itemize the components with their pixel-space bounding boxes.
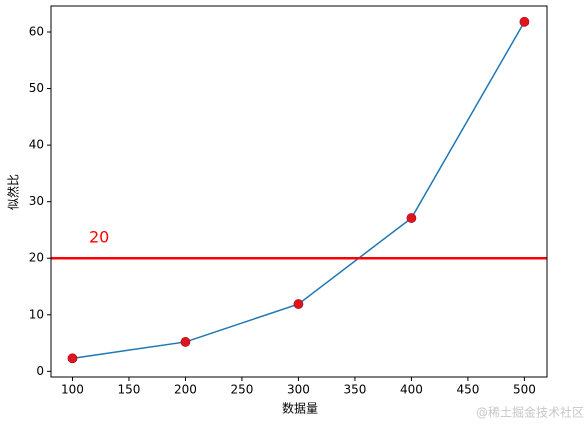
point [406, 213, 417, 223]
x-tick-label: 300 [287, 383, 310, 397]
x-tick-label: 500 [513, 383, 536, 397]
point [67, 353, 78, 364]
x-tick-label: 450 [456, 383, 479, 397]
watermark: @稀土掘金技术社区 [476, 405, 584, 420]
plot-frame [50, 5, 548, 378]
point [293, 299, 304, 309]
y-tick-label: 0 [36, 364, 44, 378]
y-tick-label: 60 [29, 25, 44, 39]
y-tick-label: 50 [29, 81, 44, 95]
y-tick-label: 30 [29, 194, 44, 208]
y-axis-label: 似然比 [6, 174, 21, 210]
y-tick-label: 10 [29, 307, 44, 321]
x-tick-label: 350 [343, 383, 366, 397]
threshold-label: 20 [89, 228, 109, 247]
x-tick-label: 100 [61, 383, 84, 397]
point [519, 16, 530, 27]
x-tick-label: 250 [230, 383, 253, 397]
x-tick-label: 400 [400, 383, 423, 397]
y-tick-label: 40 [29, 138, 44, 152]
x-axis-label: 数据量 [282, 401, 318, 416]
x-tick-label: 200 [174, 383, 197, 397]
point [180, 337, 191, 347]
y-tick-label: 20 [29, 251, 44, 265]
x-tick-label: 150 [118, 383, 141, 397]
